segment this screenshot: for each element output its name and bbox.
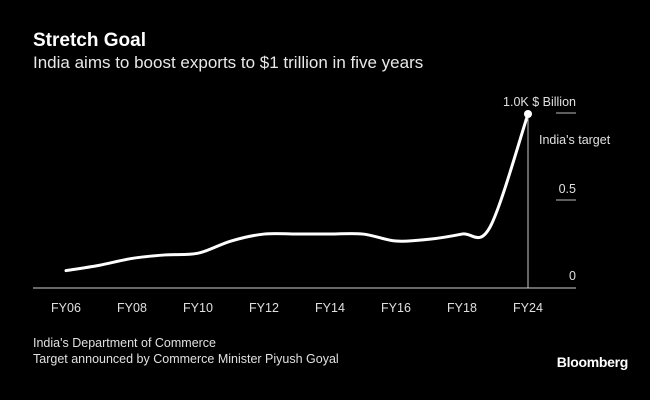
chart-subtitle: India aims to boost exports to $1 trilli… [33,53,424,72]
x-tick-label: FY14 [315,301,345,315]
export-line-series [64,112,530,273]
target-annotation: India's target [539,133,611,147]
x-tick-label: FY24 [513,301,543,315]
y-tick-label: 0 [569,269,576,283]
x-tick-label: FY12 [249,301,279,315]
x-tick-label: FY08 [117,301,147,315]
x-tick-label: FY10 [183,301,213,315]
x-tick-label: FY06 [51,301,81,315]
y-tick-label: 0.5 [559,182,576,196]
target-point [524,110,532,118]
source-note: India's Department of Commerce [33,336,217,350]
bloomberg-logo: Bloomberg [556,354,629,370]
x-tick-label: FY18 [447,301,477,315]
target-note: Target announced by Commerce Minister Pi… [33,352,339,366]
y-tick-label: 1.0K $ Billion [503,95,576,109]
chart-title: Stretch Goal [33,30,146,51]
x-tick-label: FY16 [381,301,411,315]
